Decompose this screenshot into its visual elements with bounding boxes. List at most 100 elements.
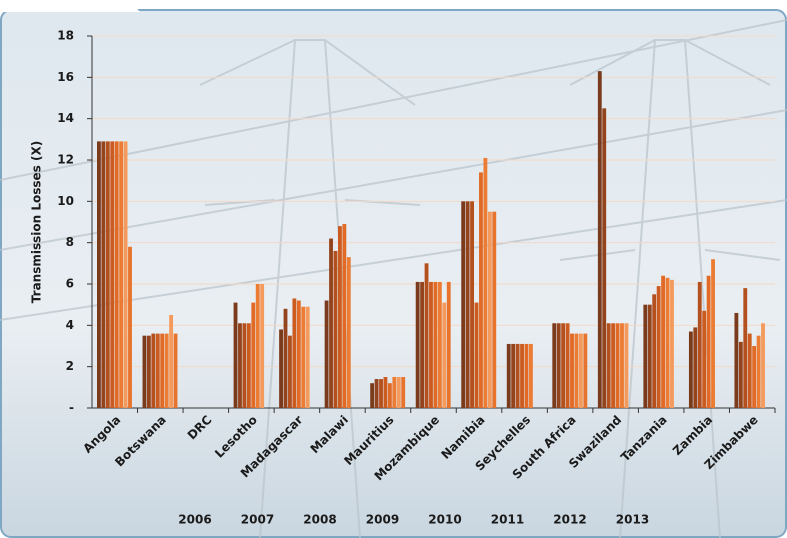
bar (515, 343, 520, 408)
legend-label: 2006 (178, 513, 211, 527)
bar (615, 323, 620, 408)
y-tick-label: 18 (57, 29, 74, 43)
bar (242, 323, 247, 408)
bar (329, 238, 333, 408)
bar (747, 333, 752, 408)
bar (529, 343, 533, 408)
bar (123, 141, 128, 408)
bar (606, 323, 611, 408)
bar (238, 323, 242, 408)
bar (164, 333, 169, 408)
bar (487, 211, 492, 408)
bar (142, 335, 147, 408)
bar (301, 306, 306, 408)
bar (292, 298, 297, 408)
bar (233, 302, 238, 408)
bar (260, 284, 265, 408)
bar (752, 346, 757, 408)
bar (688, 331, 693, 408)
bar (693, 327, 698, 408)
bar (333, 250, 338, 408)
bar (602, 108, 607, 408)
bar (597, 71, 602, 408)
bar (128, 246, 132, 408)
bar (305, 306, 310, 408)
tab (1, 1, 140, 12)
bar (620, 323, 624, 408)
bar (246, 323, 251, 408)
bar (146, 335, 151, 408)
bar (670, 279, 674, 408)
bar (392, 377, 397, 408)
y-axis-label: Transmission Losses (X) (30, 141, 44, 303)
bar (429, 281, 433, 408)
bar (370, 383, 375, 408)
bar (520, 343, 524, 408)
bar (155, 333, 160, 408)
bar (574, 333, 579, 408)
bar (711, 259, 715, 408)
bar (665, 277, 670, 408)
bar (160, 333, 165, 408)
bar (561, 323, 566, 408)
bar (337, 226, 342, 408)
bar (379, 379, 383, 408)
bar (734, 312, 739, 408)
bar (437, 281, 442, 408)
legend-label: 2009 (366, 513, 399, 527)
bar (474, 302, 479, 408)
bar (346, 257, 351, 408)
bar (524, 343, 529, 408)
bar (643, 304, 648, 408)
bar (119, 141, 124, 408)
bar (706, 275, 711, 408)
legend-label: 2012 (553, 513, 586, 527)
bar (697, 281, 702, 408)
bar (492, 211, 497, 408)
bar (552, 323, 557, 408)
bar (570, 333, 574, 408)
bar (296, 300, 301, 408)
bar (279, 329, 283, 408)
bar (433, 281, 438, 408)
bar (578, 333, 583, 408)
bar (583, 333, 588, 408)
bar (114, 141, 119, 408)
y-tick-label: 4 (66, 318, 74, 332)
bar (110, 141, 115, 408)
bar (761, 323, 765, 408)
bar (647, 304, 652, 408)
legend-label: 2011 (491, 513, 524, 527)
bar (396, 377, 401, 408)
bar (173, 333, 178, 408)
bar (470, 201, 474, 408)
bar (251, 302, 256, 408)
bar (151, 333, 156, 408)
y-tick-label: 16 (57, 70, 74, 84)
bar (374, 379, 379, 408)
legend-label: 2013 (616, 513, 649, 527)
bar (446, 281, 451, 408)
bar (255, 284, 260, 408)
bar (465, 201, 470, 408)
bar (652, 294, 657, 408)
bar (661, 275, 666, 408)
bar (556, 323, 561, 408)
bar (101, 141, 106, 408)
bar (387, 383, 392, 408)
bar (288, 335, 292, 408)
bar (483, 157, 488, 408)
bar (401, 377, 406, 408)
legend-label: 2007 (241, 513, 274, 527)
bar (97, 141, 101, 408)
y-tick-label: 8 (66, 235, 74, 249)
bar (656, 286, 661, 408)
bar (611, 323, 616, 408)
bar (743, 288, 748, 408)
bar (283, 308, 288, 408)
y-tick-label: 6 (66, 277, 74, 291)
bar (383, 377, 388, 408)
bar (420, 281, 425, 408)
bar (738, 341, 743, 408)
y-tick-label: 10 (57, 194, 74, 208)
